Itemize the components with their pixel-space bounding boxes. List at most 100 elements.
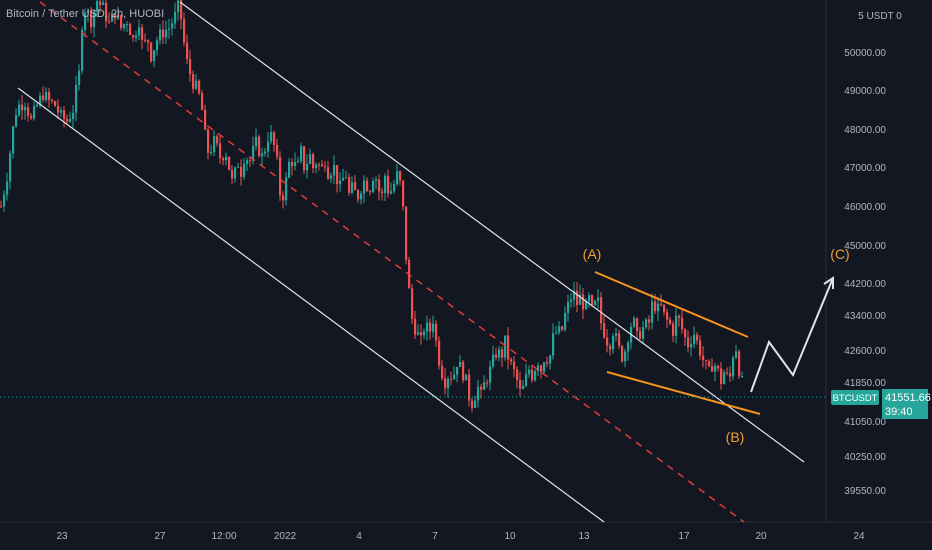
candle-body — [150, 42, 153, 62]
time-tick: 23 — [56, 531, 68, 542]
candle-body — [591, 295, 594, 305]
time-axis[interactable]: 23 27 12:00 2022 4 7 10 13 17 20 24 — [56, 531, 865, 542]
candle-body — [108, 21, 111, 23]
time-tick: 17 — [678, 531, 690, 542]
candle-body — [123, 24, 126, 28]
candle-body — [477, 386, 480, 401]
candle-body — [213, 136, 216, 153]
candle-body — [102, 2, 105, 6]
price-badge-bg — [882, 389, 928, 419]
candle-body — [273, 132, 276, 145]
channel-upper-line[interactable] — [179, 1, 805, 463]
time-tick: 2022 — [274, 531, 297, 542]
candle-body — [711, 366, 714, 372]
channel-lower-line[interactable] — [17, 87, 605, 523]
candle-body — [657, 303, 660, 312]
wedge-lower-line[interactable] — [606, 371, 761, 415]
time-tick: 24 — [853, 531, 865, 542]
candle-body — [681, 317, 684, 330]
candle-body — [636, 318, 639, 332]
price-axis[interactable]: 5 USDT 0 50000.00 49000.00 48000.00 4700… — [844, 11, 902, 497]
candle-body — [231, 170, 234, 179]
candle-body — [519, 380, 522, 389]
candle-body — [63, 110, 66, 120]
candle-body — [27, 107, 30, 116]
candle-body — [357, 190, 360, 200]
candle-body — [561, 326, 564, 330]
candle-body — [390, 191, 393, 194]
candle-body — [606, 337, 609, 346]
candle-body — [66, 119, 69, 122]
candle-body — [39, 95, 42, 105]
candle-body — [306, 163, 309, 171]
candle-body — [690, 344, 693, 348]
candle-body — [183, 19, 186, 43]
candle-body — [705, 360, 708, 362]
candle-body — [696, 334, 699, 341]
candle-body — [54, 101, 57, 107]
candle-body — [69, 119, 72, 122]
candle-body — [375, 179, 378, 181]
last-price-badge[interactable]: BTCUSDT 41551.66 39:40 — [831, 389, 931, 419]
candle-body — [411, 288, 414, 319]
price-unit-label: 5 USDT 0 — [858, 11, 902, 22]
candle-body — [450, 378, 453, 380]
candle-body — [510, 359, 513, 362]
time-tick: 12:00 — [211, 531, 236, 542]
candle-body — [189, 59, 192, 75]
candle-body — [489, 366, 492, 383]
candle-body — [72, 112, 75, 120]
ticker-badge-bg — [831, 390, 879, 405]
channel-midline[interactable] — [39, 1, 745, 523]
candle-body — [198, 80, 201, 94]
candle-body — [402, 180, 405, 207]
candle-body — [627, 342, 630, 352]
candle-body — [387, 175, 390, 194]
projection-path[interactable] — [750, 277, 834, 393]
candle-body — [345, 177, 348, 179]
candle-body — [21, 104, 24, 111]
candle-body — [567, 301, 570, 313]
candle-body — [438, 340, 441, 366]
candle-body — [603, 323, 606, 338]
candle-body — [24, 107, 27, 111]
candle-body — [741, 376, 744, 378]
wedge-upper-line[interactable] — [594, 271, 749, 338]
candle-body — [699, 340, 702, 356]
candle-body — [483, 382, 486, 390]
candle-body — [174, 11, 177, 24]
wave-label-c: (C) — [830, 246, 849, 262]
candle-body — [618, 333, 621, 346]
candle-body — [75, 84, 78, 113]
candle-body — [9, 153, 12, 182]
price-tick: 40250.00 — [844, 452, 886, 463]
candle-body — [612, 336, 615, 350]
candle-body — [378, 179, 381, 192]
candle-body — [666, 312, 669, 320]
candle-body — [702, 355, 705, 361]
candle-body — [360, 193, 363, 200]
price-tick: 39550.00 — [844, 486, 886, 497]
candle-body — [675, 315, 678, 336]
candle-body — [537, 365, 540, 372]
candle-body — [651, 301, 654, 323]
candle-body — [570, 299, 573, 302]
price-tick: 50000.00 — [844, 48, 886, 59]
candle-body — [288, 162, 291, 178]
candle-body — [453, 374, 456, 379]
candle-body — [486, 382, 489, 384]
candle-body — [642, 327, 645, 339]
candle-body — [57, 106, 60, 113]
candle-countdown: 39:40 — [885, 406, 913, 418]
candle-body — [573, 290, 576, 300]
candle-body — [171, 23, 174, 29]
candle-body — [282, 195, 285, 201]
candle-body — [216, 136, 219, 144]
candle-body — [246, 160, 249, 164]
candle-body — [456, 366, 459, 375]
symbol-title[interactable]: Bitcoin / Tether USD, 2h, HUOBI — [6, 8, 165, 20]
candle-body — [498, 349, 501, 358]
price-tick: 44200.00 — [844, 279, 886, 290]
candle-body — [285, 177, 288, 201]
